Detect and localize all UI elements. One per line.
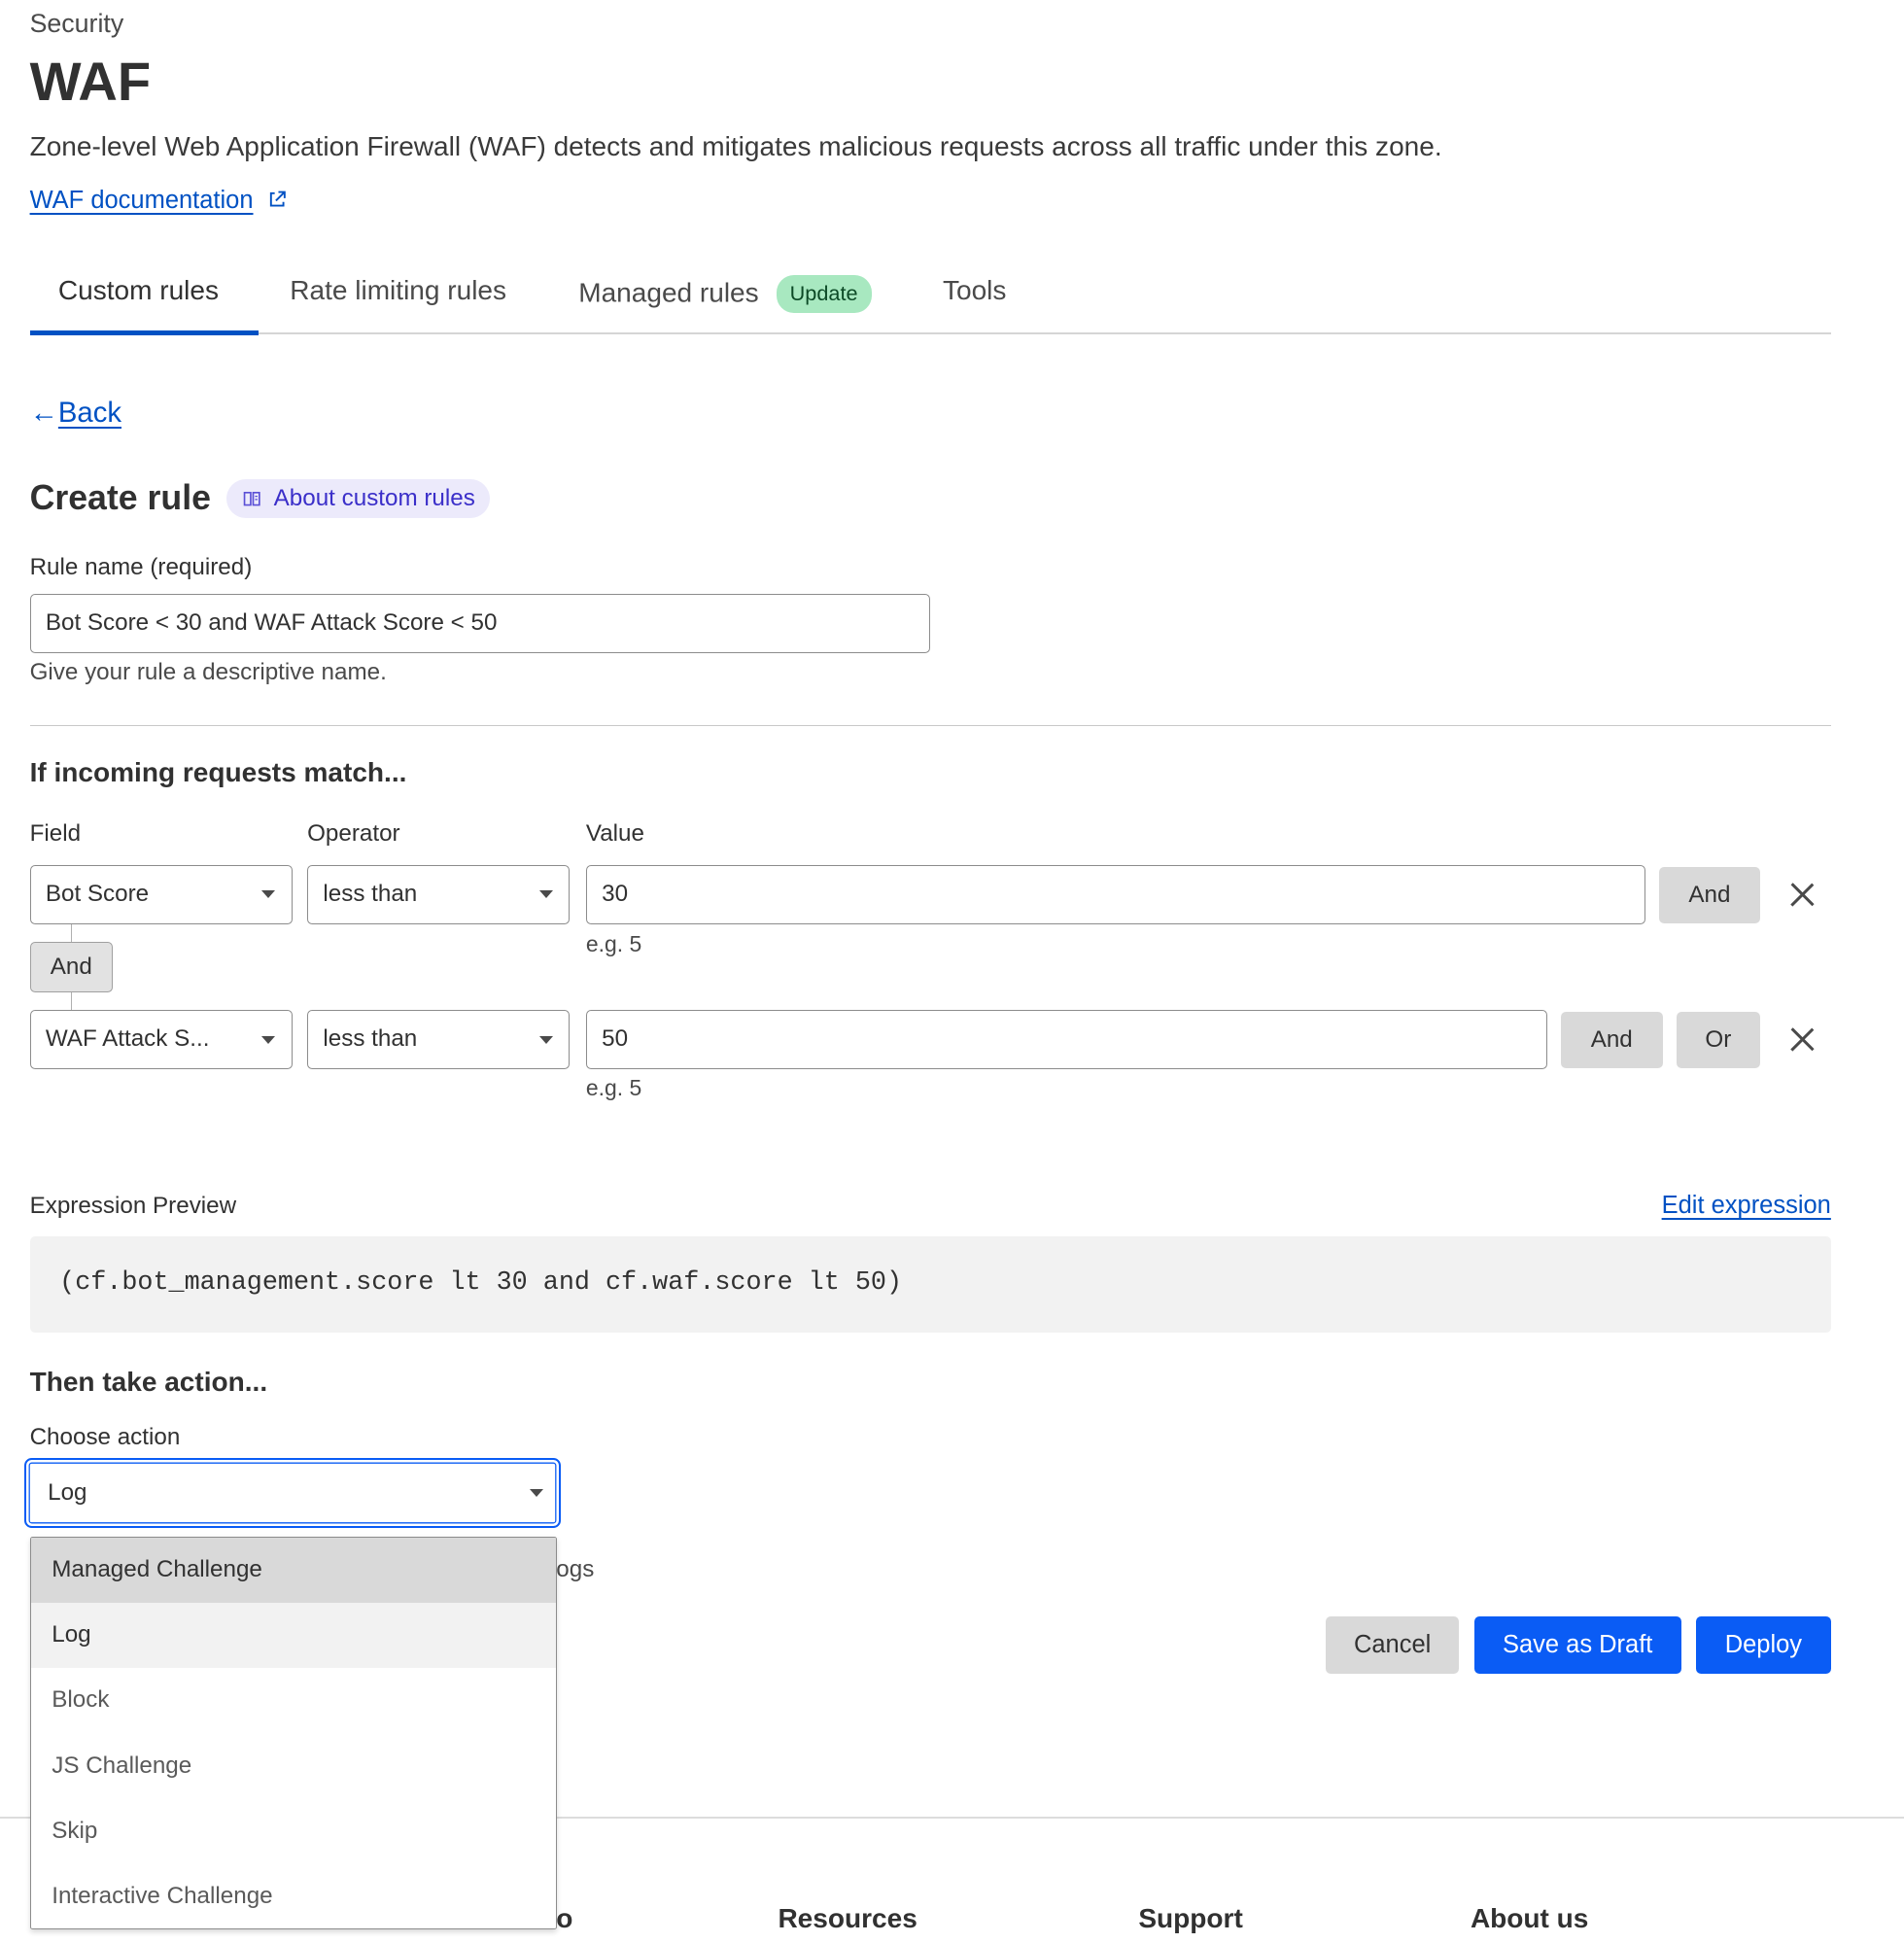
condition-1-value-input[interactable]: 30 [585, 864, 1645, 924]
tab-rate-limiting-rules[interactable]: Rate limiting rules [290, 274, 507, 305]
footer-heading-support: Support [1138, 1902, 1243, 1933]
rule-name-input[interactable]: Bot Score < 30 and WAF Attack Score < 50 [29, 593, 931, 653]
action-option-js-challenge[interactable]: JS Challenge [52, 1752, 192, 1779]
tab-custom-rules[interactable]: Custom rules [57, 274, 220, 305]
operator-value: less than [323, 881, 418, 908]
condition-1-field-select[interactable]: Bot Score [29, 864, 293, 924]
tab-tools[interactable]: Tools [942, 274, 1007, 305]
waf-documentation-link[interactable]: WAF documentation [30, 187, 288, 215]
condition-1-and-button[interactable]: And [1658, 867, 1761, 923]
rule-name-label: Rule name (required) [29, 553, 253, 580]
about-custom-rules-chip[interactable]: About custom rules [226, 479, 491, 518]
condition-1-operator-select[interactable]: less than [307, 864, 571, 924]
arrow-left-icon: ← [29, 396, 58, 429]
action-heading: Then take action... [29, 1366, 268, 1397]
tab-divider [29, 331, 1831, 335]
remove-condition-1-close-icon[interactable] [1789, 881, 1817, 908]
expression-code: (cf.bot_management.score lt 30 and cf.wa… [59, 1268, 902, 1299]
caret-down-icon [261, 890, 276, 899]
field-value: WAF Attack S... [45, 1025, 210, 1053]
caret-down-icon [261, 1035, 276, 1044]
condition-2-or-button[interactable]: Or [1676, 1012, 1761, 1068]
condition-2-field-select[interactable]: WAF Attack S... [29, 1009, 293, 1069]
match-heading: If incoming requests match... [29, 756, 407, 787]
edit-expression-link[interactable]: Edit expression [1661, 1192, 1831, 1220]
footer-heading-partial: o [556, 1902, 573, 1933]
action-value: Log [48, 1478, 87, 1506]
cancel-button[interactable]: Cancel [1325, 1616, 1460, 1674]
action-option-log[interactable]: Log [30, 1602, 556, 1668]
back-link[interactable]: ←Back [30, 397, 121, 430]
about-chip-label: About custom rules [273, 485, 475, 512]
form-title: Create rule [29, 477, 211, 517]
tab-managed-rules-label: Managed rules [578, 277, 759, 308]
active-tab-indicator [29, 330, 260, 336]
condition-2-operator-select[interactable]: less than [307, 1009, 571, 1069]
operator-value: less than [323, 1025, 418, 1053]
page-title: WAF [29, 50, 152, 112]
footer-heading-about-us: About us [1470, 1902, 1589, 1933]
doc-link-text[interactable]: WAF documentation [29, 187, 254, 215]
tab-managed-rules[interactable]: Managed rules Update [578, 274, 872, 313]
save-as-draft-button[interactable]: Save as Draft [1473, 1616, 1681, 1674]
footer-divider [0, 1816, 1904, 1820]
remove-condition-2-close-icon[interactable] [1789, 1025, 1817, 1053]
expression-preview-box: (cf.bot_management.score lt 30 and cf.wa… [29, 1236, 1831, 1334]
deploy-button[interactable]: Deploy [1695, 1616, 1831, 1674]
update-badge: Update [776, 274, 872, 313]
action-option-skip[interactable]: Skip [52, 1817, 98, 1844]
back-link-text[interactable]: Back [57, 396, 122, 429]
condition-1-value-hint: e.g. 5 [585, 931, 642, 957]
choose-action-label: Choose action [29, 1423, 181, 1450]
section-divider [29, 724, 1831, 726]
action-option-interactive-challenge[interactable]: Interactive Challenge [52, 1882, 273, 1909]
operator-column-label: Operator [307, 819, 400, 847]
caret-down-icon [538, 1035, 553, 1044]
book-icon [243, 491, 260, 506]
caret-down-icon [538, 890, 553, 899]
action-dropdown-menu: Managed Challenge Log Block JS Challenge… [29, 1536, 557, 1930]
action-option-managed-challenge[interactable]: Managed Challenge [30, 1537, 556, 1603]
action-option-block[interactable]: Block [52, 1686, 110, 1714]
choose-action-select[interactable]: Log [24, 1458, 562, 1528]
external-link-icon [270, 191, 287, 207]
field-column-label: Field [29, 819, 82, 847]
condition-2-value-input[interactable]: 50 [585, 1009, 1547, 1069]
action-help-text-fragment: ogs [556, 1555, 595, 1582]
condition-2-value-hint: e.g. 5 [585, 1075, 642, 1101]
condition-2-and-button[interactable]: And [1560, 1012, 1663, 1068]
caret-down-icon [529, 1489, 543, 1498]
field-value: Bot Score [45, 881, 150, 908]
breadcrumb: Security [29, 8, 124, 38]
rule-name-hint: Give your rule a descriptive name. [29, 659, 387, 686]
page-description: Zone-level Web Application Firewall (WAF… [29, 131, 1442, 162]
footer-heading-resources: Resources [778, 1902, 917, 1933]
value-column-label: Value [585, 819, 644, 847]
expression-preview-label: Expression Preview [29, 1193, 237, 1220]
and-connector-toggle[interactable]: And [29, 941, 113, 992]
